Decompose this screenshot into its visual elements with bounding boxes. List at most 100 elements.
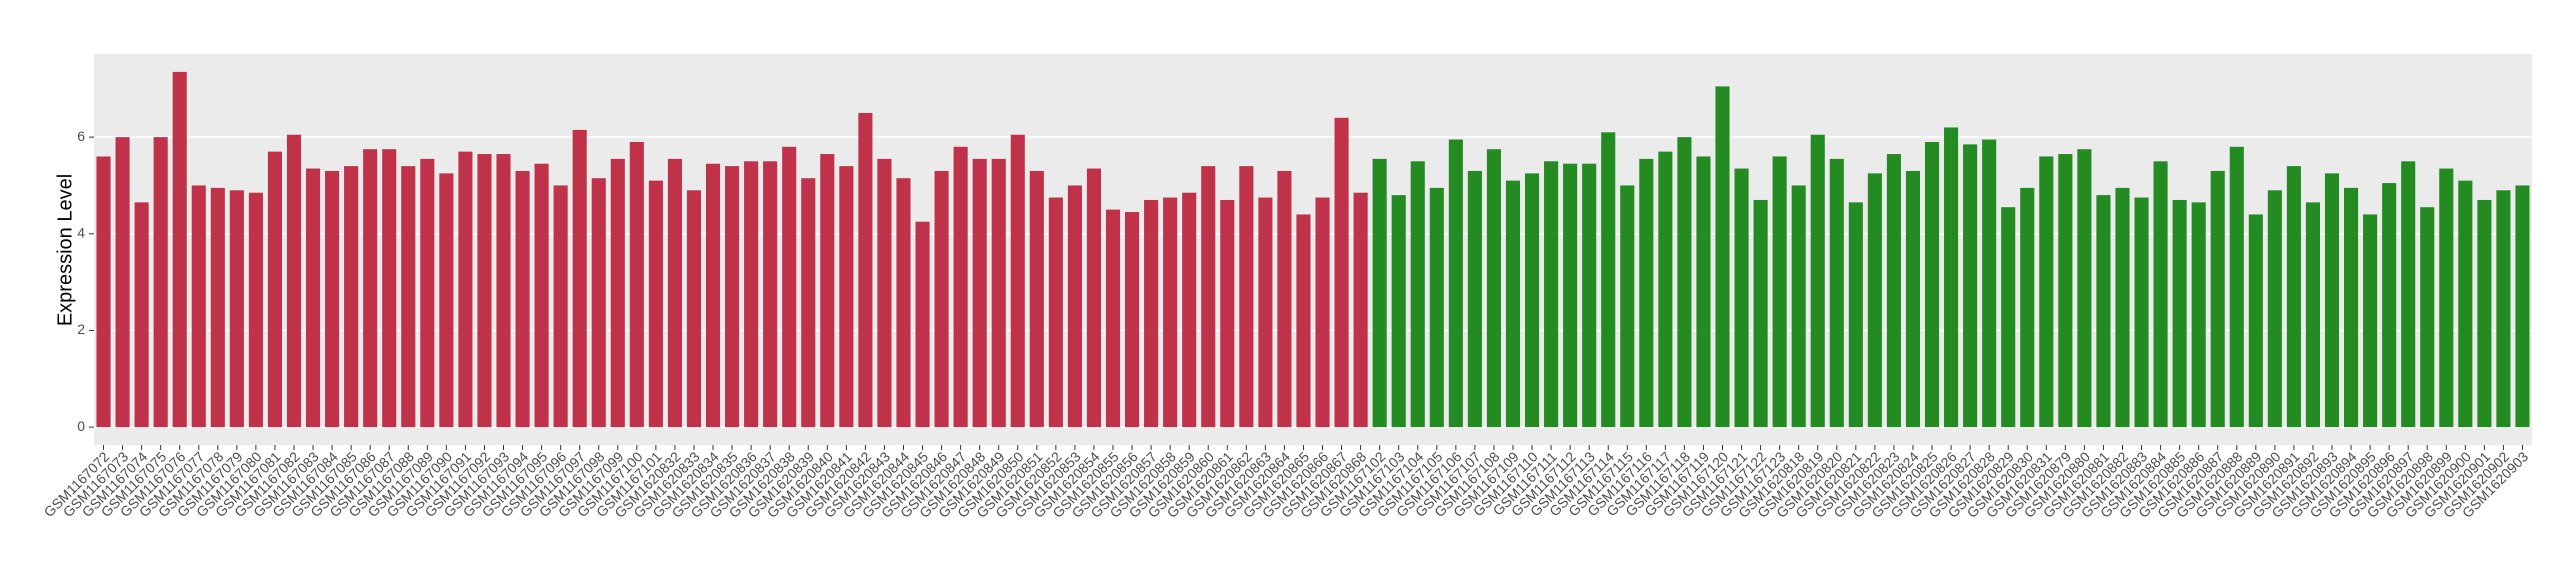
bar [1429,187,1444,428]
bar [2172,199,2187,428]
bar [763,161,778,428]
bar [96,156,111,428]
bar [1315,197,1330,428]
bar [1563,163,1578,428]
bar [896,178,911,428]
bar [2439,168,2454,428]
bar [1905,170,1921,428]
bar [2344,187,2359,428]
bar [1505,180,1521,428]
bar [1524,173,1540,428]
bar [1772,156,1787,428]
bar [1048,197,1063,428]
bar [248,192,263,428]
bar [2210,170,2225,428]
bar [1125,212,1140,428]
bar [115,137,130,428]
bar [1258,197,1273,428]
bar [2115,187,2130,428]
bar [191,185,206,428]
bar [1372,158,1387,428]
bar [572,129,587,428]
bar [172,71,187,428]
bar [801,178,816,428]
bar [915,221,930,428]
bar [1163,197,1178,428]
bar [1277,170,1292,428]
bar [972,158,987,428]
bar [2248,214,2263,428]
bar [2267,190,2282,428]
bar [705,163,721,428]
bar [2382,183,2397,428]
bar [953,146,968,428]
bar [401,166,416,428]
bar [1544,161,1559,428]
bar [1467,170,1482,428]
bar [515,170,530,428]
bar [2001,207,2016,428]
y-tick-label: 2 [77,321,85,337]
bar [1105,209,1121,428]
bar [1582,163,1597,428]
bar [1886,154,1901,428]
y-axis-label: Expression Level [54,174,76,326]
bar [134,202,149,428]
bar [2134,197,2149,428]
bar [782,146,797,428]
bar [1924,141,1940,428]
bar [2496,190,2511,428]
bar [725,166,740,428]
bar [1410,161,1425,428]
bar [1696,156,1711,428]
bar [1982,139,1997,428]
bar [1391,195,1406,428]
bar [382,149,397,428]
bar [1677,137,1692,428]
bar [820,154,835,428]
bar [534,163,549,428]
bar [686,190,702,428]
bar [2515,185,2530,428]
bar [2153,161,2168,428]
bar [2401,161,2416,428]
bar [1791,185,1806,428]
bar [286,134,302,428]
bar [1067,185,1082,428]
bar [1448,139,1463,428]
bar [1639,158,1654,428]
bar [1486,149,1501,428]
bar [858,112,873,428]
bar [2058,154,2073,428]
bar [1944,127,1959,428]
bar [1029,170,1044,428]
bar [877,158,892,428]
bar [610,158,625,428]
bar [2363,214,2378,428]
bar [1182,192,1197,428]
bar [2020,187,2035,428]
bar [1658,151,1673,428]
bar [2191,202,2206,428]
bar [1353,192,1368,428]
bar [667,158,682,428]
bar [210,187,225,428]
bar [153,137,168,428]
bar [305,168,321,428]
bar [496,154,511,428]
y-tick-label: 0 [77,418,85,434]
bar [591,178,606,428]
bar [1848,202,1863,428]
bar [344,166,359,428]
bar [744,161,759,428]
bar [267,151,282,428]
bar [1239,166,1254,428]
bar [629,141,644,428]
bar [2324,173,2340,428]
bar [2286,166,2301,428]
bar [2305,202,2321,428]
bar [1620,185,1635,428]
bar [363,149,378,428]
bar [1334,117,1349,428]
